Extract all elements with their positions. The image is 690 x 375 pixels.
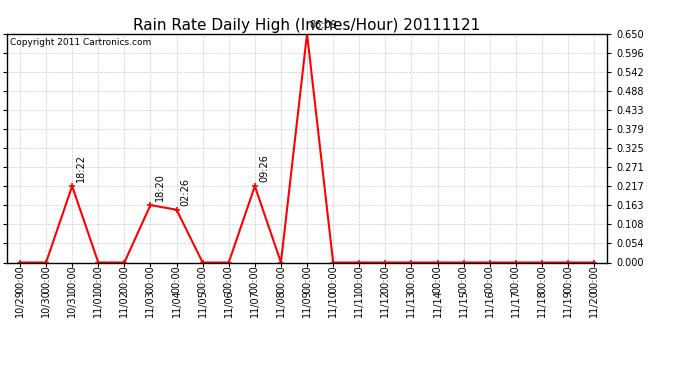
Text: 00:00: 00:00 — [354, 265, 364, 292]
Text: 11/15: 11/15 — [459, 289, 469, 316]
Text: 00:00: 00:00 — [119, 265, 129, 292]
Text: 11/10: 11/10 — [328, 289, 338, 316]
Text: 00:00: 00:00 — [328, 265, 338, 292]
Text: 11/14: 11/14 — [433, 289, 442, 316]
Text: 18:20: 18:20 — [155, 173, 165, 201]
Text: 11/20: 11/20 — [589, 289, 599, 316]
Text: 00:00: 00:00 — [250, 265, 260, 292]
Text: 02:26: 02:26 — [181, 177, 190, 206]
Text: Copyright 2011 Cartronics.com: Copyright 2011 Cartronics.com — [10, 38, 151, 47]
Title: Rain Rate Daily High (Inches/Hour) 20111121: Rain Rate Daily High (Inches/Hour) 20111… — [133, 18, 481, 33]
Text: 00:00: 00:00 — [563, 265, 573, 292]
Text: 00:00: 00:00 — [459, 265, 469, 292]
Text: 00:00: 00:00 — [172, 265, 181, 292]
Text: 00:00: 00:00 — [224, 265, 234, 292]
Text: 11/16: 11/16 — [485, 289, 495, 316]
Text: 06:09: 06:09 — [310, 20, 337, 30]
Text: 00:00: 00:00 — [15, 265, 25, 292]
Text: 00:00: 00:00 — [93, 265, 104, 292]
Text: 11/09: 11/09 — [302, 289, 312, 316]
Text: 11/04: 11/04 — [172, 289, 181, 316]
Text: 00:00: 00:00 — [197, 265, 208, 292]
Text: 00:00: 00:00 — [67, 265, 77, 292]
Text: 00:00: 00:00 — [41, 265, 51, 292]
Text: 10/30: 10/30 — [41, 289, 51, 316]
Text: 00:00: 00:00 — [380, 265, 391, 292]
Text: 11/13: 11/13 — [406, 289, 417, 316]
Text: 00:00: 00:00 — [433, 265, 442, 292]
Text: 11/05: 11/05 — [197, 289, 208, 316]
Text: 11/01: 11/01 — [93, 289, 104, 316]
Text: 00:00: 00:00 — [302, 265, 312, 292]
Text: 00:00: 00:00 — [485, 265, 495, 292]
Text: 11/07: 11/07 — [250, 289, 260, 316]
Text: 11/12: 11/12 — [380, 289, 391, 316]
Text: 09:26: 09:26 — [259, 154, 269, 182]
Text: 11/19: 11/19 — [563, 289, 573, 316]
Text: 00:00: 00:00 — [589, 265, 599, 292]
Text: 10/29: 10/29 — [15, 289, 25, 316]
Text: 00:00: 00:00 — [511, 265, 521, 292]
Text: 11/18: 11/18 — [537, 289, 547, 316]
Text: 00:00: 00:00 — [146, 265, 155, 292]
Text: 00:00: 00:00 — [537, 265, 547, 292]
Text: 00:00: 00:00 — [406, 265, 417, 292]
Text: 11/06: 11/06 — [224, 289, 234, 316]
Text: 00:00: 00:00 — [276, 265, 286, 292]
Text: 11/11: 11/11 — [354, 289, 364, 316]
Text: 11/02: 11/02 — [119, 289, 129, 316]
Text: 18:22: 18:22 — [77, 154, 86, 182]
Text: 11/17: 11/17 — [511, 289, 521, 316]
Text: 11/03: 11/03 — [146, 289, 155, 316]
Text: 10/31: 10/31 — [67, 289, 77, 316]
Text: 11/08: 11/08 — [276, 289, 286, 316]
